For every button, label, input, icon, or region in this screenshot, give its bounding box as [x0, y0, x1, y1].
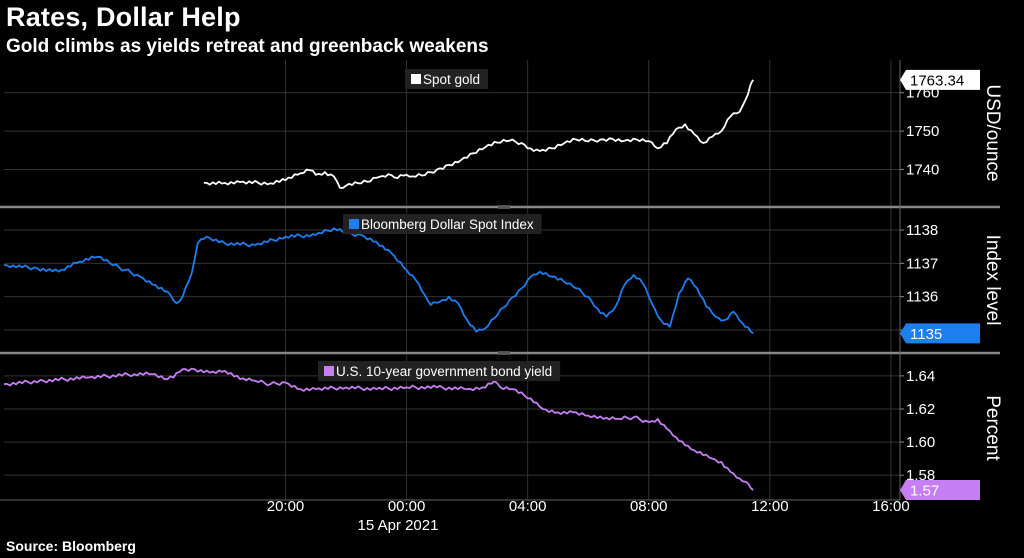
yield-y-tick-label: 1.62 — [906, 401, 935, 418]
yield-y-tick-label: 1.64 — [906, 368, 935, 385]
gold-last-value-tag — [900, 69, 980, 90]
x-axis-date-label: 15 Apr 2021 — [358, 517, 439, 534]
yield-last-value-tag — [900, 480, 980, 500]
dollar-legend-swatch — [349, 219, 359, 229]
yield-y-tick-label: 1.60 — [906, 434, 935, 451]
yield-legend-label: U.S. 10-year government bond yield — [336, 364, 552, 379]
source-note: Source: Bloomberg — [6, 538, 136, 554]
panel-dividers — [0, 205, 1000, 355]
x-tick-label: 16:00 — [872, 498, 910, 515]
gold-unit-label: USD/ounce — [982, 84, 1003, 181]
gold-legend-swatch — [411, 74, 421, 84]
yield-last-value-label: 1.57 — [910, 483, 939, 500]
dollar-last-value-tag — [900, 323, 980, 344]
x-tick-label: 00:00 — [388, 498, 426, 515]
dollar-unit-label: Index level — [982, 235, 1003, 326]
axis-layer: 20:00 00:00 04:00 08:00 12:00 16:00 1740 1750 17… — [0, 60, 1003, 515]
gold-last-value-label: 1763.34 — [910, 72, 964, 89]
yield-y-tick-label: 1.58 — [906, 467, 935, 484]
chart-title: Rates, Dollar Help — [6, 2, 241, 32]
dollar-series-line — [3, 227, 754, 335]
yield-series-line — [3, 367, 754, 491]
dollar-last-value-label: 1135 — [910, 326, 942, 343]
dollar-y-tick-label: 1137 — [906, 255, 938, 272]
x-tick-label: 08:00 — [630, 498, 668, 515]
gold-legend-box — [405, 69, 489, 89]
dollar-y-tick-label: 1136 — [906, 289, 938, 306]
yield-legend-swatch — [324, 366, 334, 376]
panel-resize-handle — [498, 351, 510, 355]
yield-unit-label: Percent — [982, 395, 1003, 461]
yield-legend-box — [318, 361, 561, 381]
x-tick-label: 12:00 — [751, 498, 789, 515]
x-tick-label: 20:00 — [267, 498, 305, 515]
dollar-legend-label: Bloomberg Dollar Spot Index — [361, 217, 534, 232]
dollar-y-tick-label: 1138 — [906, 222, 938, 239]
gold-legend-label: Spot gold — [423, 72, 480, 87]
x-tick-label: 04:00 — [509, 498, 547, 515]
gold-y-tick-label: 1750 — [906, 123, 939, 140]
legend-layer: Spot gold Bloomberg Dollar Spot Index U.S.… — [318, 69, 561, 381]
chart-subtitle: Gold climbs as yields retreat and greenb… — [6, 36, 489, 57]
series-layer — [3, 79, 754, 491]
dollar-legend-box — [343, 214, 542, 234]
panel-resize-handle — [498, 205, 510, 209]
gold-y-tick-label: 1740 — [906, 161, 939, 178]
gold-series-line — [203, 79, 754, 189]
grid-layer — [4, 60, 900, 500]
